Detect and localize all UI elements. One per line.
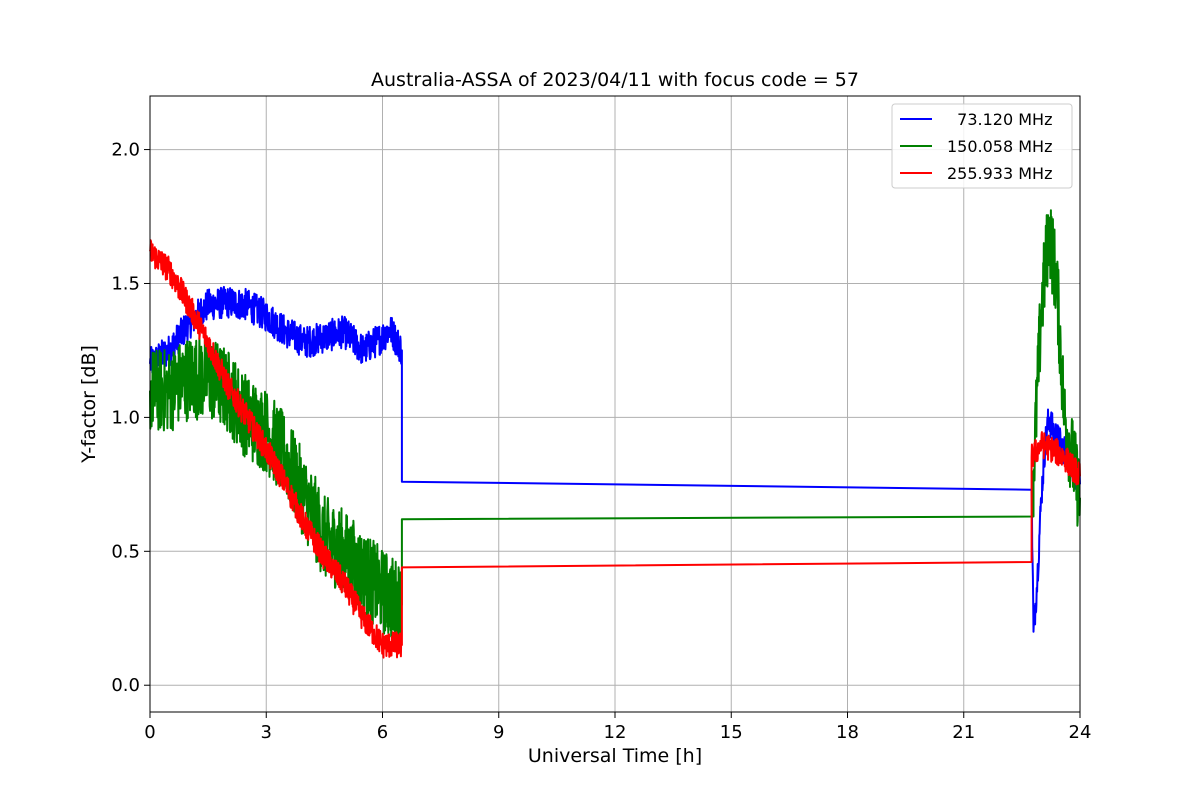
legend-label: 255.933 MHz xyxy=(947,164,1052,183)
x-tick-label: 21 xyxy=(952,722,975,743)
x-tick-label: 18 xyxy=(836,722,859,743)
y-tick-label: 1.5 xyxy=(111,273,140,294)
y-axis-label: Y-factor [dB] xyxy=(78,345,100,464)
chart-title: Australia-ASSA of 2023/04/11 with focus … xyxy=(371,69,859,91)
y-tick-label: 2.0 xyxy=(111,140,140,161)
x-tick-label: 3 xyxy=(261,722,272,743)
x-tick-label: 0 xyxy=(144,722,155,743)
x-axis-label: Universal Time [h] xyxy=(528,745,702,767)
y-tick-label: 0.0 xyxy=(111,675,140,696)
series-line-1 xyxy=(149,209,1081,647)
legend: 73.120 MHz 150.058 MHz 255.933 MHz xyxy=(891,103,1073,189)
ticks: 0 3 6 9 12 15 18 21 24 0.0 0.5 1.0 1.5 2.0 xyxy=(111,140,1091,743)
series-line-0 xyxy=(149,285,1081,633)
x-tick-label: 15 xyxy=(720,722,743,743)
x-tick-label: 12 xyxy=(604,722,627,743)
y-tick-label: 0.5 xyxy=(111,541,140,562)
x-tick-label: 24 xyxy=(1069,722,1092,743)
legend-box xyxy=(891,103,1073,189)
y-tick-label: 1.0 xyxy=(111,407,140,428)
series-line-2 xyxy=(149,239,1081,659)
legend-label: 150.058 MHz xyxy=(947,137,1052,156)
legend-label: 73.120 MHz xyxy=(947,110,1052,129)
x-tick-label: 6 xyxy=(377,722,388,743)
series-layer xyxy=(149,209,1081,659)
x-tick-label: 9 xyxy=(493,722,504,743)
